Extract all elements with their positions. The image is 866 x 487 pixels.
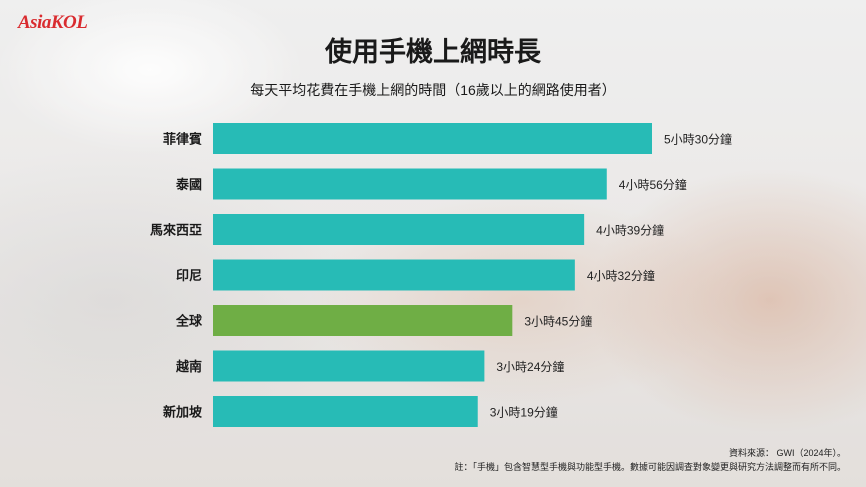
bar-5 (213, 350, 485, 382)
data-label: 4小時56分鐘 (619, 177, 687, 192)
bar-6 (213, 396, 478, 427)
category-label: 泰國 (175, 177, 202, 192)
chart-title: 使用手機上網時長 (325, 37, 541, 67)
category-label: 新加坡 (163, 405, 203, 420)
category-label: 越南 (175, 359, 202, 374)
bar-3 (213, 259, 575, 291)
footnote: 註：「手機」包含智慧型手機與功能型手機。數據可能因調查對象變更與研究方法調整而有… (454, 462, 846, 472)
data-label: 3小時24分鐘 (496, 359, 564, 374)
bar-4 (213, 305, 513, 336)
bar-1 (213, 168, 607, 200)
chart-subtitle: 每天平均花費在手機上網的時間（16歲以上的網路使用者） (250, 82, 616, 98)
bar-0 (213, 123, 652, 154)
data-label: 3小時45分鐘 (524, 314, 592, 329)
data-label: 5小時30分鐘 (664, 132, 732, 147)
category-label: 印尼 (176, 268, 202, 283)
bar-2 (213, 214, 585, 245)
data-label: 4小時39分鐘 (596, 223, 664, 238)
asiakol-logo: AsiaKOL (18, 12, 88, 33)
source-note: 資料來源： GWI（2024年）。 (728, 448, 846, 458)
data-label: 3小時19分鐘 (490, 405, 558, 420)
data-label: 4小時32分鐘 (587, 268, 655, 283)
category-label: 菲律賓 (163, 132, 202, 147)
category-label: 馬來西亞 (150, 223, 202, 238)
category-label: 全球 (175, 314, 203, 329)
